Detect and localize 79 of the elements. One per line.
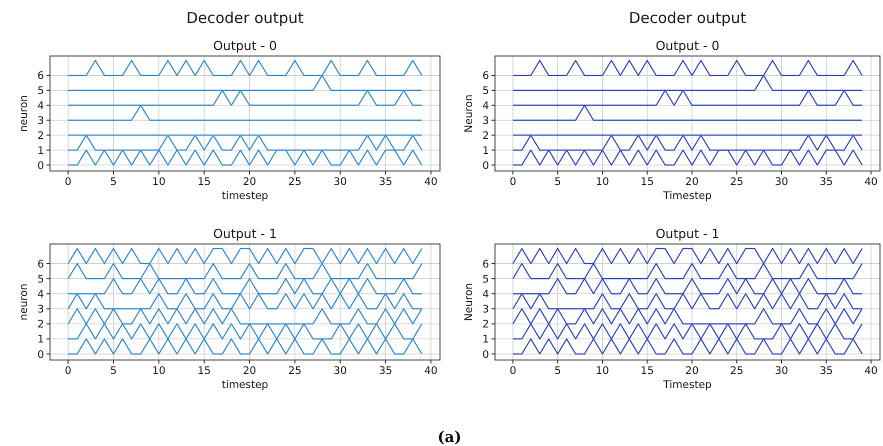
x-tick-label: 25 bbox=[730, 365, 744, 377]
y-tick-label: 2 bbox=[482, 130, 489, 142]
chart-title: Decoder output bbox=[628, 9, 746, 27]
x-tick-label: 20 bbox=[242, 176, 256, 188]
x-axis-title: timestep bbox=[222, 379, 269, 391]
y-tick-label: 0 bbox=[482, 348, 489, 361]
x-tick-label: 30 bbox=[334, 365, 347, 377]
x-axis-title: Timestep bbox=[662, 379, 712, 391]
text: (a) bbox=[438, 428, 462, 446]
x-tick-label: 0 bbox=[64, 365, 72, 377]
chart-subtitle: Output - 0 bbox=[213, 38, 277, 53]
y-tick-label: 0 bbox=[37, 160, 44, 172]
x-tick-label: 30 bbox=[774, 365, 788, 377]
chart-subtitle: Output - 0 bbox=[656, 38, 720, 53]
chart-title: Output - 1 bbox=[213, 226, 277, 241]
y-axis-title: Neuron bbox=[463, 282, 475, 322]
x-tick-label: 35 bbox=[820, 365, 833, 377]
x-tick-label: 10 bbox=[596, 176, 610, 188]
x-tick-label: 25 bbox=[288, 176, 302, 188]
y-axis-title: neuron bbox=[18, 95, 30, 132]
y-tick-label: 5 bbox=[482, 85, 489, 98]
y-tick-label: 5 bbox=[37, 85, 44, 98]
y-tick-label: 3 bbox=[37, 115, 44, 128]
x-tick-label: 15 bbox=[640, 176, 654, 188]
x-tick-label: 10 bbox=[596, 365, 610, 377]
y-tick-label: 5 bbox=[482, 273, 489, 286]
y-axis-title: Neuron bbox=[463, 94, 475, 133]
y-tick-label: 4 bbox=[37, 100, 44, 112]
y-tick-label: 6 bbox=[482, 70, 490, 82]
y-tick-label: 3 bbox=[482, 304, 489, 316]
x-tick-label: 35 bbox=[378, 365, 392, 377]
x-tick-label: 5 bbox=[110, 176, 117, 188]
y-tick-label: 0 bbox=[37, 348, 44, 361]
chart-title: Decoder output bbox=[186, 9, 304, 27]
x-tick-label: 0 bbox=[510, 365, 516, 377]
y-tick-label: 5 bbox=[37, 273, 44, 286]
y-tick-label: 2 bbox=[37, 130, 44, 142]
y-axis-title: neuron bbox=[18, 284, 30, 320]
y-tick-label: 0 bbox=[482, 160, 489, 172]
x-tick-label: 20 bbox=[242, 365, 256, 377]
x-tick-label: 20 bbox=[685, 365, 699, 377]
x-axis-title: timestep bbox=[222, 190, 269, 202]
x-tick-label: 15 bbox=[640, 365, 654, 377]
y-tick-label: 1 bbox=[37, 144, 44, 157]
x-tick-label: 25 bbox=[288, 365, 302, 377]
y-tick-label: 3 bbox=[37, 304, 44, 316]
y-tick-label: 3 bbox=[482, 115, 489, 128]
x-tick-label: 5 bbox=[554, 176, 562, 188]
y-tick-label: 6 bbox=[37, 258, 44, 270]
x-tick-label: 40 bbox=[864, 176, 878, 188]
x-tick-label: 5 bbox=[554, 365, 562, 377]
x-tick-label: 25 bbox=[730, 176, 744, 188]
y-tick-label: 4 bbox=[37, 288, 44, 301]
x-tick-label: 10 bbox=[152, 365, 166, 377]
y-tick-label: 2 bbox=[37, 318, 44, 331]
x-tick-label: 35 bbox=[378, 176, 392, 188]
y-tick-label: 1 bbox=[482, 144, 489, 157]
x-tick-label: 35 bbox=[820, 176, 833, 188]
x-tick-label: 40 bbox=[424, 176, 438, 188]
y-tick-label: 1 bbox=[37, 334, 44, 346]
x-tick-label: 40 bbox=[864, 365, 878, 377]
y-tick-label: 6 bbox=[37, 70, 44, 82]
x-tick-label: 40 bbox=[424, 365, 438, 377]
x-tick-label: 30 bbox=[334, 176, 347, 188]
x-tick-label: 0 bbox=[64, 176, 72, 188]
y-tick-label: 2 bbox=[482, 318, 489, 331]
x-tick-label: 15 bbox=[198, 365, 211, 377]
chart-title: Output - 1 bbox=[656, 226, 720, 241]
y-tick-label: 4 bbox=[482, 288, 490, 301]
x-axis-title: Timestep bbox=[662, 190, 712, 202]
x-tick-label: 20 bbox=[685, 176, 699, 188]
y-tick-label: 6 bbox=[482, 258, 490, 270]
x-tick-label: 30 bbox=[774, 176, 788, 188]
y-tick-label: 4 bbox=[482, 100, 490, 112]
x-tick-label: 15 bbox=[198, 176, 211, 188]
x-tick-label: 0 bbox=[510, 176, 516, 188]
y-tick-label: 1 bbox=[482, 334, 489, 346]
x-tick-label: 5 bbox=[110, 365, 117, 377]
x-tick-label: 10 bbox=[152, 176, 166, 188]
